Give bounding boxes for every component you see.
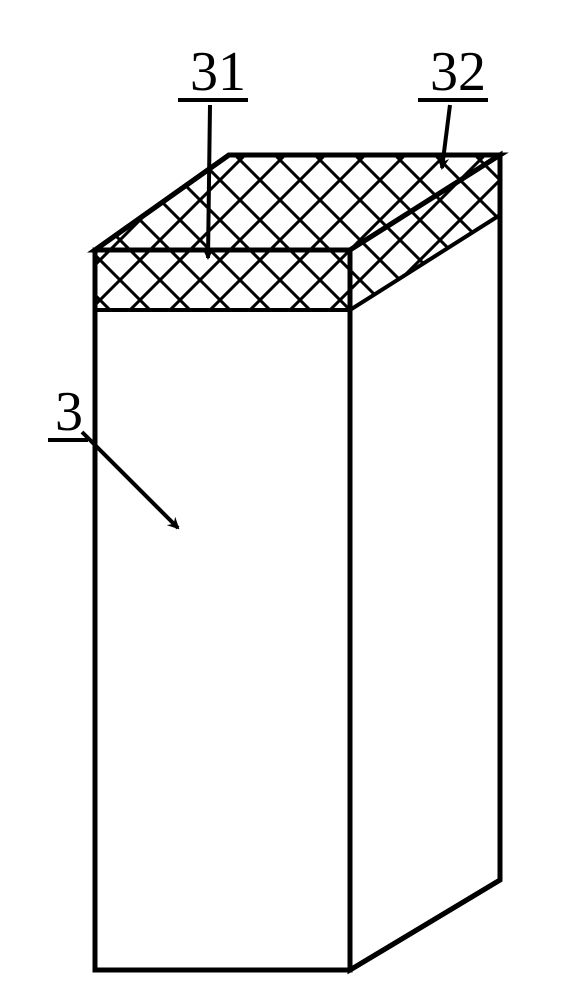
front-face — [95, 250, 350, 970]
hatch-front-strip — [95, 250, 350, 310]
label-3: 3 — [55, 381, 83, 443]
technical-diagram: 31 32 3 — [0, 0, 570, 1003]
leader-31 — [208, 105, 210, 258]
label-32: 32 — [430, 41, 486, 103]
label-31: 31 — [190, 41, 246, 103]
